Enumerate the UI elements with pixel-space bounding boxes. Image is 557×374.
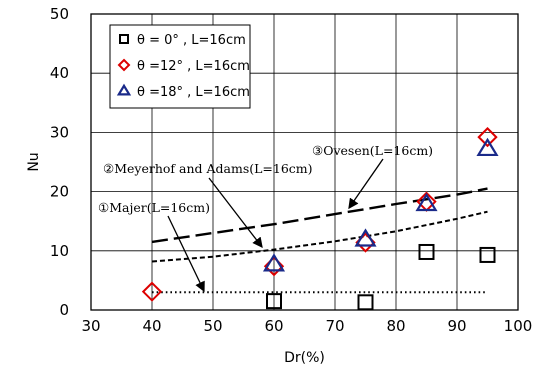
- legend-marker: [117, 58, 131, 72]
- y-axis-label: Nu: [26, 152, 42, 171]
- point-square: [357, 294, 374, 311]
- x-tick-label: 80: [386, 317, 405, 335]
- annotations: ③Ovesen(L=16cm) ②Meyerhof and Adams(L=16…: [98, 143, 433, 293]
- x-tick-label: 60: [264, 317, 283, 335]
- point-diamond: [477, 126, 498, 148]
- y-tick-label: 40: [50, 64, 69, 82]
- legend-entry-label: θ = 0° , L=16cm: [137, 33, 246, 48]
- curve-label-ovesen: ③Ovesen(L=16cm): [312, 143, 433, 158]
- legend-marker: [119, 34, 129, 44]
- y-tick-label: 0: [59, 301, 69, 319]
- arrow-meyerhof-adams: [208, 177, 263, 249]
- y-tick-label: 20: [50, 183, 69, 201]
- point-triangle: [262, 253, 286, 272]
- tick-labels: 30 40 50 60 70 80 90 100 0 10 20 30 40 50: [50, 5, 532, 335]
- y-tick-label: 30: [50, 123, 69, 141]
- x-tick-label: 50: [203, 317, 222, 335]
- point-square: [418, 243, 435, 260]
- y-tick-label: 50: [50, 5, 69, 23]
- arrow-ovesen: [348, 158, 384, 210]
- point-diamond: [141, 281, 163, 302]
- x-tick-label: 90: [447, 317, 466, 335]
- legend-marker: [116, 83, 132, 96]
- curve-1: [151, 210, 488, 263]
- x-tick-label: 70: [325, 317, 344, 335]
- y-tick-label: 10: [50, 242, 69, 260]
- legend-entry-label: θ =18° , L=16cm: [137, 85, 250, 100]
- legend-entry-label: θ =12° , L=16cm: [137, 59, 250, 74]
- data-markers: [141, 126, 499, 311]
- x-tick-label: 100: [504, 317, 533, 335]
- legend-box: [109, 24, 251, 109]
- point-triangle: [415, 192, 438, 212]
- curve-label-majer: ①Majer(L=16cm): [98, 200, 210, 215]
- point-square: [479, 246, 496, 263]
- curve-label-meyerhof-adams: ②Meyerhof and Adams(L=16cm): [103, 161, 313, 176]
- legend: θ = 0° , L=16cm θ =12° , L=16cm θ =18° , L…: [109, 24, 251, 109]
- arrow-majer: [167, 215, 205, 293]
- point-square: [266, 293, 282, 310]
- x-tick-label: 30: [81, 317, 100, 335]
- curve-0: [151, 187, 488, 244]
- x-axis-label: Dr(%): [284, 350, 325, 366]
- x-tick-label: 40: [142, 317, 161, 335]
- point-triangle: [354, 228, 377, 247]
- fit-curves: [151, 187, 488, 294]
- plot-frame: [90, 13, 519, 311]
- point-triangle: [476, 137, 499, 157]
